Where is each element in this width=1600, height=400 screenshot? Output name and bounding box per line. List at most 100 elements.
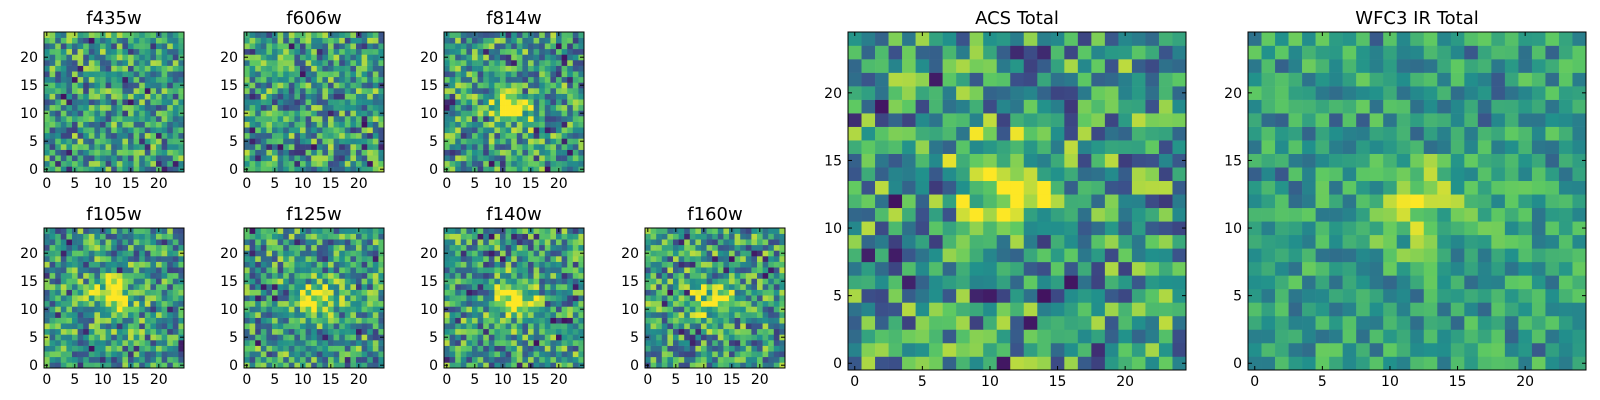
heatmap-cell	[322, 104, 329, 111]
heatmap-cell	[49, 32, 56, 38]
heatmap-cell	[723, 356, 730, 363]
heatmap-cell	[372, 300, 379, 307]
heatmap-cell	[516, 65, 523, 72]
heatmap-cell	[116, 328, 123, 335]
heatmap-cell	[494, 54, 501, 61]
heatmap-cell	[249, 239, 256, 246]
heatmap-cell	[578, 127, 585, 134]
heatmap-cell	[367, 250, 374, 257]
heatmap-cell	[372, 88, 379, 94]
heatmap-cell	[311, 312, 318, 318]
heatmap-cell	[339, 256, 346, 262]
heatmap-cell	[322, 60, 329, 66]
heatmap-cell	[544, 239, 551, 246]
heatmap-cell	[60, 340, 67, 346]
heatmap-cell	[133, 82, 140, 89]
heatmap-cell	[1064, 342, 1079, 357]
heatmap-cell	[483, 93, 490, 100]
heatmap-cell	[328, 295, 334, 302]
heatmap-cell	[1131, 275, 1146, 290]
heatmap-cell	[294, 356, 301, 363]
heatmap-cell	[266, 104, 273, 111]
heatmap-cell	[161, 233, 168, 240]
heatmap-cell	[449, 351, 456, 358]
heatmap-cell	[294, 76, 301, 83]
heatmap-cell	[94, 48, 101, 55]
heatmap-cell	[645, 345, 651, 352]
heatmap-cell	[444, 356, 450, 363]
heatmap-cell	[539, 267, 546, 274]
heatmap-cell	[572, 300, 579, 307]
heatmap-cell	[156, 116, 162, 122]
heatmap-cell	[350, 65, 357, 72]
heatmap-cell	[561, 306, 568, 313]
heatmap-cell	[44, 48, 50, 55]
heatmap-cell	[561, 37, 568, 44]
heatmap-cell	[1172, 288, 1187, 303]
heatmap-cell	[556, 278, 562, 285]
heatmap-cell	[350, 88, 357, 94]
heatmap-cell	[372, 54, 379, 61]
heatmap-cell	[1118, 167, 1133, 182]
heatmap-cell	[567, 144, 574, 150]
heatmap-cell	[656, 317, 663, 324]
heatmap-cell	[488, 88, 495, 94]
heatmap-cell	[350, 250, 357, 257]
heatmap-cell	[516, 127, 523, 134]
y-tick-label: 10	[220, 302, 238, 318]
heatmap-cell	[779, 289, 786, 296]
heatmap-cell	[161, 284, 168, 290]
heatmap-cell	[848, 261, 862, 276]
heatmap-cell	[522, 362, 529, 369]
heatmap-cell	[678, 228, 685, 234]
heatmap-cell	[516, 149, 523, 156]
heatmap-cell	[172, 149, 179, 156]
x-tick-label: 10	[94, 176, 112, 192]
heatmap-cell	[466, 295, 473, 302]
heatmap-cell	[488, 233, 495, 240]
heatmap-cell	[861, 356, 876, 371]
heatmap-cell	[167, 362, 174, 369]
heatmap-cell	[300, 76, 306, 83]
heatmap-cell	[444, 300, 450, 307]
heatmap-cell	[122, 356, 129, 363]
heatmap-cell	[472, 256, 478, 262]
heatmap-cell	[244, 239, 250, 246]
heatmap-cell	[734, 362, 741, 369]
heatmap-cell	[645, 256, 651, 262]
heatmap-cell	[172, 43, 179, 50]
heatmap-cell	[455, 295, 462, 302]
heatmap-cell	[701, 267, 707, 274]
heatmap-cell	[266, 48, 273, 55]
heatmap-cell	[255, 306, 262, 313]
heatmap-cell	[294, 362, 301, 369]
heatmap-cell	[333, 261, 340, 268]
heatmap-cell	[367, 32, 374, 38]
heatmap-cell	[328, 138, 334, 145]
heatmap-cell	[111, 256, 118, 262]
heatmap-cell	[322, 312, 329, 318]
heatmap-cell	[178, 295, 185, 302]
heatmap-cell	[311, 317, 318, 324]
heatmap-cell	[455, 328, 462, 335]
heatmap-cell	[533, 284, 540, 290]
heatmap-cell	[1131, 315, 1146, 330]
heatmap-cell	[511, 110, 518, 117]
heatmap-cell	[161, 71, 168, 78]
heatmap-cell	[322, 244, 329, 251]
heatmap-cell	[372, 127, 379, 134]
heatmap-cell	[701, 289, 707, 296]
heatmap-cell	[128, 289, 134, 296]
heatmap-cell	[328, 278, 334, 285]
heatmap-cell	[172, 166, 179, 173]
heatmap-cell	[83, 351, 90, 358]
heatmap-cell	[656, 334, 663, 341]
heatmap-cell	[339, 228, 346, 234]
heatmap-cell	[673, 345, 679, 352]
heatmap-cell	[83, 289, 90, 296]
heatmap-cell	[717, 272, 724, 279]
heatmap-cell	[361, 278, 368, 285]
heatmap-cell	[505, 127, 512, 134]
heatmap-cell	[505, 121, 512, 128]
heatmap-cell	[328, 127, 334, 134]
